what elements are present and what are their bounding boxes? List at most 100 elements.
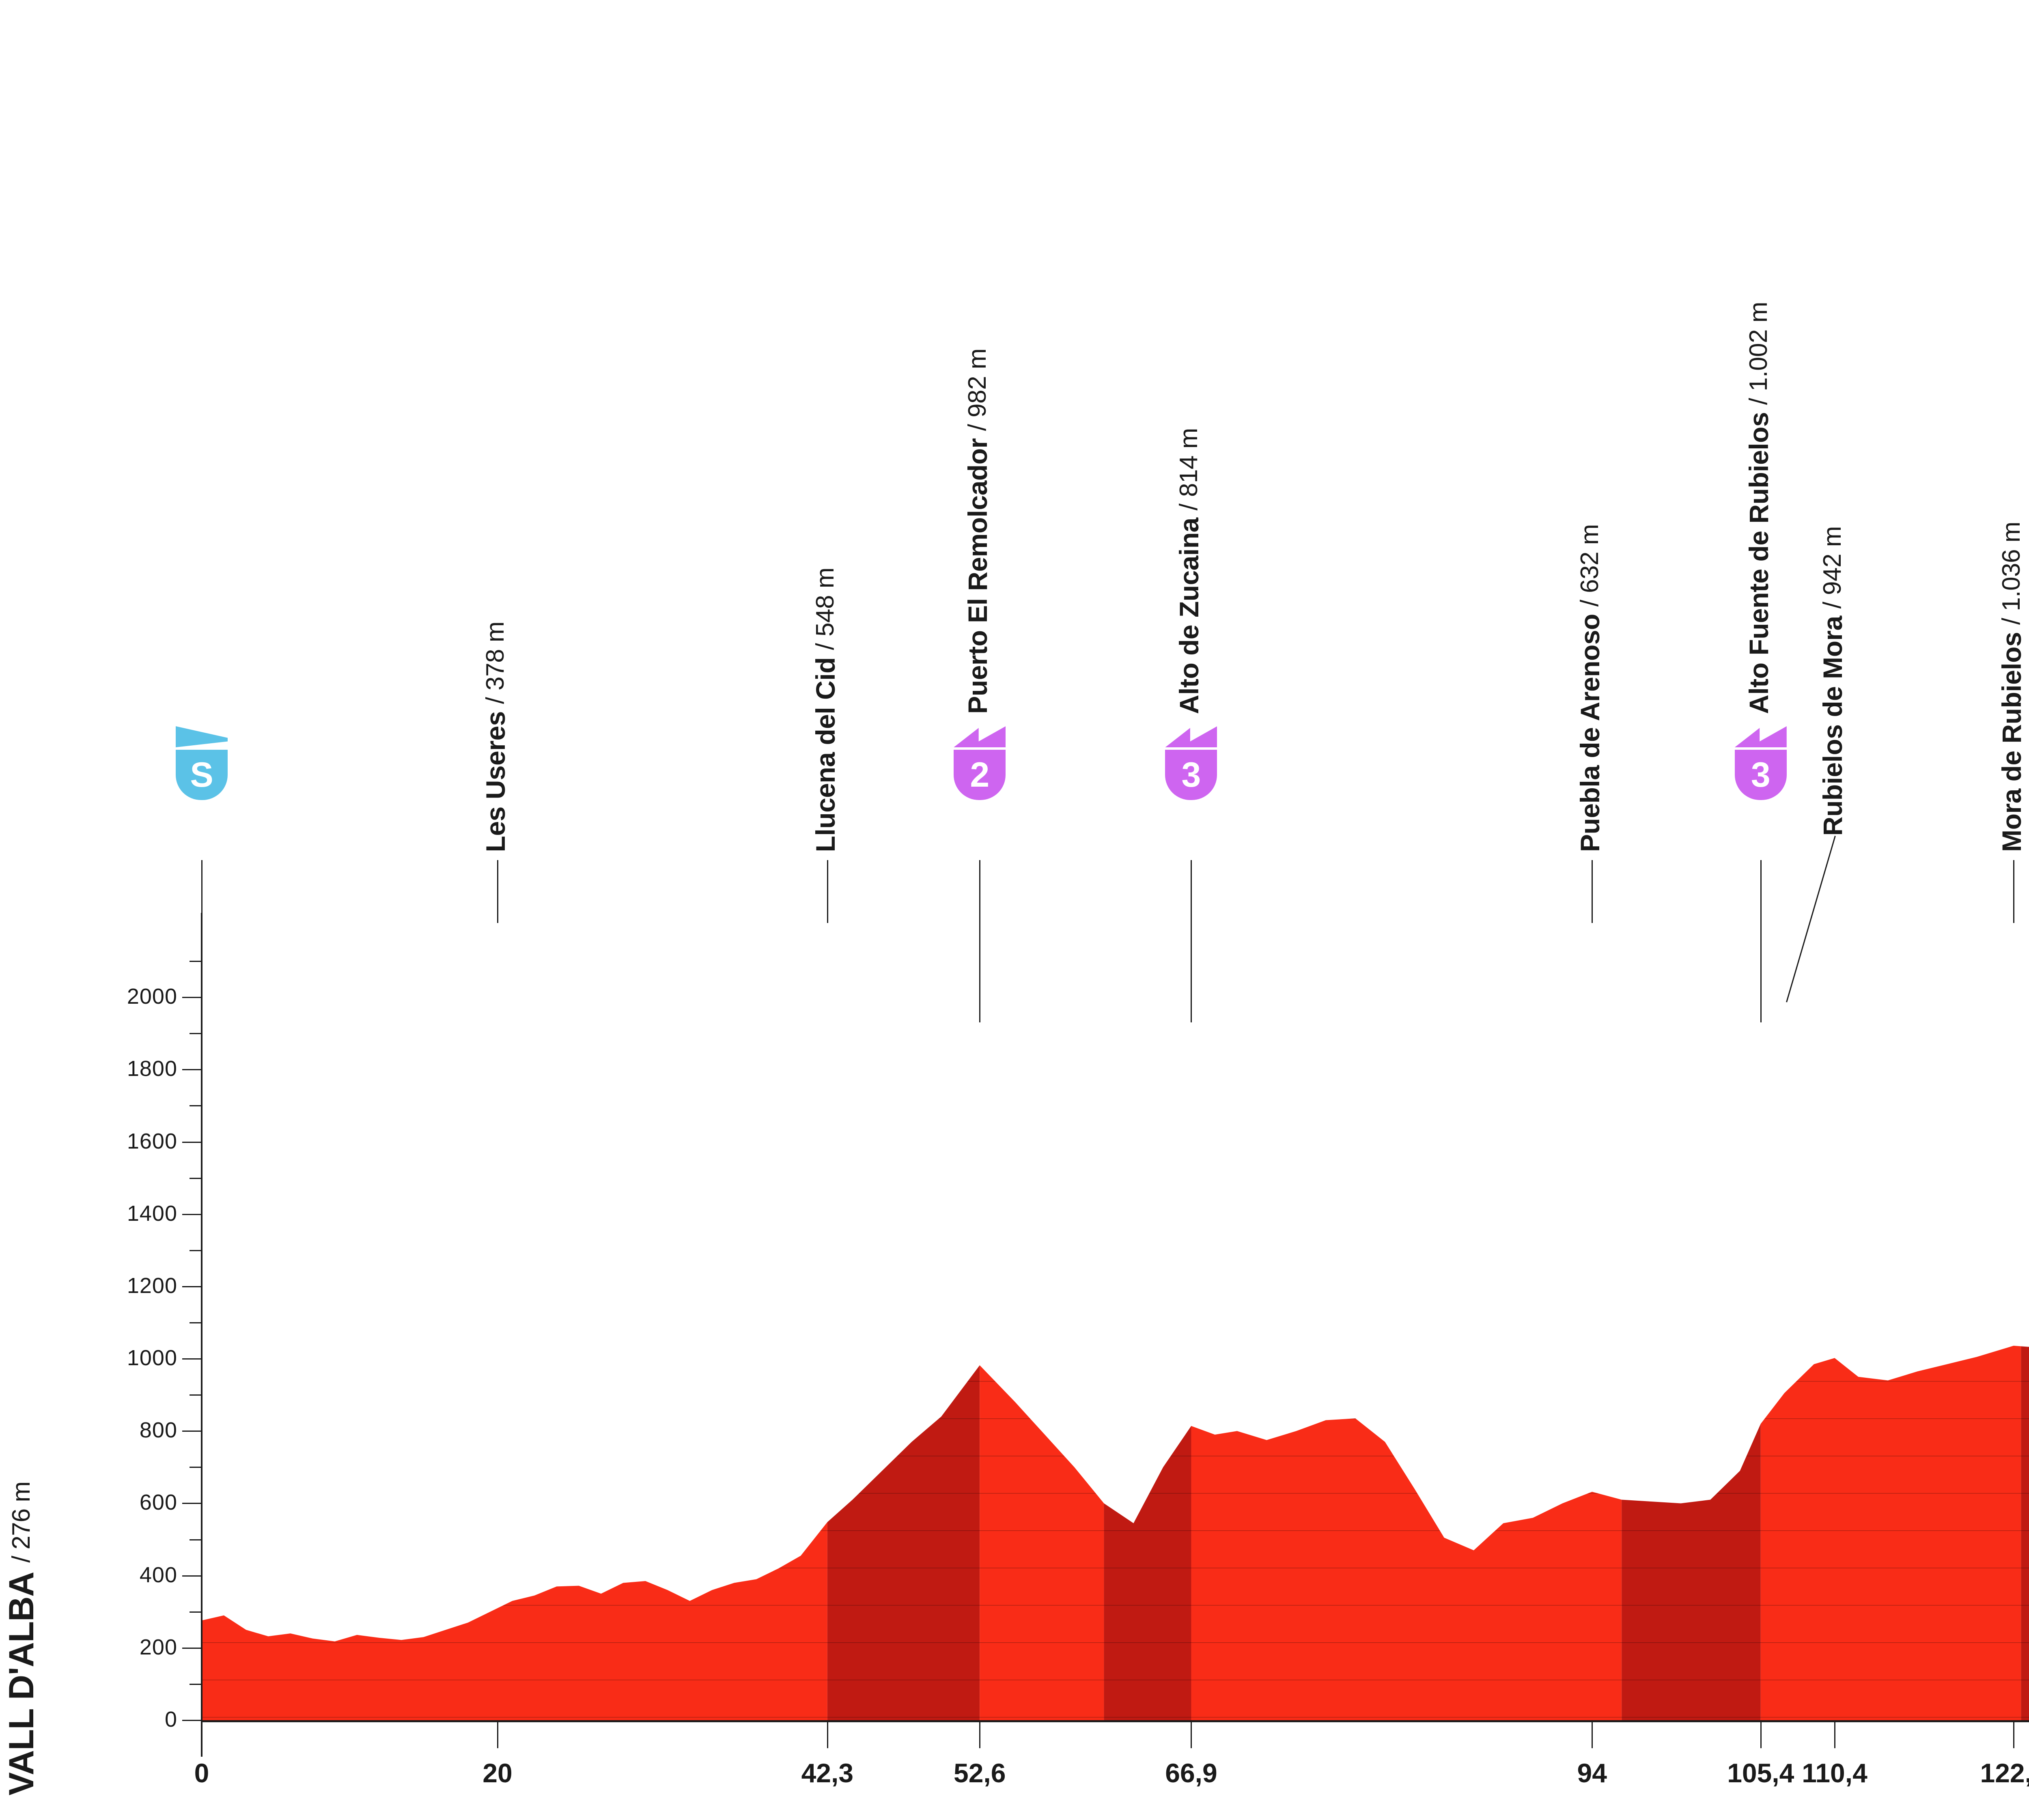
y-tick-minor-2100 [190, 961, 201, 962]
y-tick-minor-100 [190, 1683, 201, 1685]
y-tick-major-400 [182, 1575, 201, 1577]
x-tick-label-110,4: 110,4 [1802, 1758, 1867, 1788]
poi-name: Alto Fuente de Rubielos [1743, 412, 1774, 714]
y-tick-major-2000 [182, 997, 201, 998]
climb-badge-alto-de-zucaina[interactable]: 3 [1165, 726, 1217, 800]
x-tick-label-52,6: 52,6 [954, 1758, 1006, 1788]
y-tick-major-200 [182, 1647, 201, 1649]
y-tick-major-1000 [182, 1358, 201, 1360]
x-tick-label-122,5: 122,5 [1980, 1758, 2029, 1788]
poi-leader-line-alto-de-zucaina [1191, 860, 1192, 1022]
poi-leader-line-mora-de-rubielos [2013, 860, 2015, 923]
y-tick-label-1400: 1400 [127, 1201, 177, 1226]
x-tick-42,3 [827, 1722, 828, 1748]
climb-badge-puerto-el-remolcador[interactable]: 2 [954, 726, 1006, 800]
climb-badge-alto-fuente-de-rubielos-label: 3 [1734, 750, 1787, 800]
poi-altitude: / 982 m [963, 349, 992, 431]
poi-name: Puerto El Remolcador [963, 438, 993, 714]
x-tick-52,6 [979, 1722, 981, 1748]
poi-label-les-useres: Les Useres / 378 m [480, 621, 510, 852]
profile-hatch-overlay [202, 1346, 2029, 1720]
poi-label-mora-de-rubielos: Mora de Rubielos / 1.036 m [1997, 522, 2027, 852]
x-tick-label-0: 0 [194, 1758, 209, 1788]
poi-leader-line-alto-fuente-de-rubielos [1760, 860, 1762, 1022]
poi-altitude: / 632 m [1576, 524, 1604, 607]
climb-badge-alto-de-zucaina-label: 3 [1165, 750, 1217, 800]
x-tick-label-42,3: 42,3 [801, 1758, 854, 1788]
poi-label-llucena-del-cid: Llucena del Cid / 548 m [810, 567, 840, 852]
poi-name: Mora de Rubielos [1997, 632, 2027, 852]
x-tick-label-105,4: 105,4 [1727, 1758, 1794, 1788]
poi-leader-line-llucena-del-cid [827, 860, 828, 923]
y-tick-minor-300 [190, 1611, 201, 1613]
x-tick-0 [201, 1722, 202, 1748]
y-tick-minor-700 [190, 1467, 201, 1468]
y-tick-label-0: 0 [164, 1707, 177, 1732]
y-tick-minor-1300 [190, 1250, 201, 1251]
y-tick-major-0 [182, 1720, 201, 1721]
y-tick-label-1800: 1800 [127, 1056, 177, 1081]
x-tick-label-66,9: 66,9 [1165, 1758, 1217, 1788]
poi-leader-line-puebla-de-arenoso [1592, 860, 1593, 923]
y-tick-major-1200 [182, 1286, 201, 1287]
poi-name: Les Useres [480, 711, 510, 852]
poi-name: Alto de Zucaina [1174, 518, 1204, 714]
y-tick-major-1800 [182, 1069, 201, 1071]
start-flag-icon [176, 726, 228, 747]
y-tick-major-600 [182, 1503, 201, 1504]
y-tick-label-2000: 2000 [127, 984, 177, 1009]
climb-badge-alto-fuente-de-rubielos[interactable]: 3 [1734, 726, 1787, 800]
poi-label-alto-de-zucaina: Alto de Zucaina / 814 m [1174, 428, 1204, 714]
poi-leader-line-les-useres [497, 860, 498, 923]
y-tick-label-400: 400 [139, 1562, 177, 1587]
y-tick-label-200: 200 [139, 1635, 177, 1659]
poi-altitude: / 378 m [481, 621, 509, 704]
y-tick-minor-1500 [190, 1177, 201, 1179]
y-tick-label-600: 600 [139, 1490, 177, 1515]
poi-altitude: / 942 m [1818, 526, 1847, 609]
y-tick-label-1000: 1000 [127, 1346, 177, 1370]
y-tick-label-800: 800 [139, 1418, 177, 1443]
start-leader-line [201, 860, 202, 923]
y-tick-major-800 [182, 1431, 201, 1432]
y-tick-minor-500 [190, 1539, 201, 1540]
y-axis-line [201, 913, 202, 1757]
y-tick-major-1600 [182, 1141, 201, 1143]
poi-label-puerto-el-remolcador: Puerto El Remolcador / 982 m [963, 349, 993, 714]
x-tick-122,5 [2013, 1722, 2015, 1748]
poi-altitude: / 1.002 m [1744, 302, 1773, 405]
poi-altitude: / 1.036 m [1997, 522, 2026, 625]
x-tick-66,9 [1191, 1722, 1192, 1748]
poi-name: Llucena del Cid [810, 657, 840, 852]
start-badge-label: S [176, 750, 228, 800]
y-tick-label-1600: 1600 [127, 1129, 177, 1153]
y-tick-minor-1700 [190, 1105, 201, 1107]
x-tick-110,4 [1834, 1722, 1836, 1748]
mountain-flag-icon [954, 726, 1006, 747]
mountain-flag-icon [1165, 726, 1217, 747]
poi-label-alto-fuente-de-rubielos: Alto Fuente de Rubielos / 1.002 m [1743, 302, 1774, 714]
poi-name: Puebla de Arenoso [1575, 614, 1605, 852]
mountain-flag-icon [1734, 726, 1787, 747]
y-tick-label-1200: 1200 [127, 1273, 177, 1298]
x-tick-label-20: 20 [482, 1758, 513, 1788]
y-tick-minor-1900 [190, 1033, 201, 1035]
poi-name: Rubielos de Mora [1818, 615, 1848, 836]
y-tick-minor-900 [190, 1394, 201, 1396]
x-tick-20 [497, 1722, 498, 1748]
poi-altitude: / 548 m [811, 567, 839, 650]
poi-label-puebla-de-arenoso: Puebla de Arenoso / 632 m [1575, 524, 1605, 852]
x-tick-94 [1592, 1722, 1593, 1748]
poi-label-rubielos-de-mora: Rubielos de Mora / 942 m [1818, 526, 1848, 836]
y-tick-major-1400 [182, 1213, 201, 1215]
y-tick-minor-1100 [190, 1322, 201, 1323]
start-badge[interactable]: S [176, 726, 228, 800]
x-tick-105,4 [1760, 1722, 1762, 1748]
climb-badge-puerto-el-remolcador-label: 2 [954, 750, 1006, 800]
x-tick-label-94: 94 [1577, 1758, 1607, 1788]
x-axis-line [202, 1720, 2029, 1722]
poi-leader-line-puerto-el-remolcador [979, 860, 981, 1022]
poi-altitude: / 814 m [1175, 428, 1203, 511]
